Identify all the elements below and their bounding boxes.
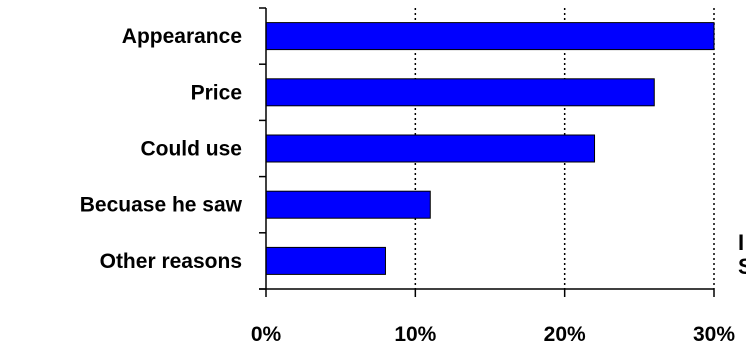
side-text-fragment-1: I	[738, 230, 744, 255]
category-label: Becuase he saw	[80, 194, 243, 217]
bar	[265, 246, 386, 275]
category-label: Price	[191, 81, 242, 104]
category-label: Could use	[140, 138, 242, 161]
category-label: Other reasons	[100, 250, 242, 273]
bar	[265, 22, 715, 51]
side-text-fragment-2: S	[738, 254, 746, 279]
bar	[265, 190, 431, 219]
bar	[265, 134, 596, 163]
category-label: Appearance	[122, 25, 242, 48]
category-labels: Appearance Price Could use Becuase he saw Ot…	[80, 25, 243, 273]
x-tick-label: 10%	[394, 323, 436, 346]
bar	[265, 78, 655, 107]
x-tick-label: 20%	[544, 323, 586, 346]
x-tick-labels: 0% 10% 20% 30%	[251, 323, 736, 346]
x-tick-label: 30%	[693, 323, 735, 346]
x-tick-label: 0%	[251, 323, 282, 346]
axes	[259, 7, 715, 297]
bars	[265, 22, 715, 275]
